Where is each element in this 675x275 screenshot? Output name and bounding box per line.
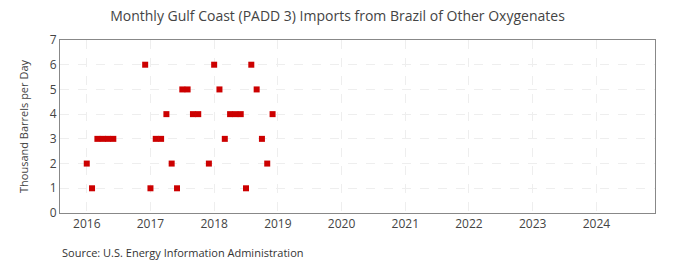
svg-text:3: 3 xyxy=(50,130,57,147)
svg-text:2021: 2021 xyxy=(392,215,419,232)
svg-text:2: 2 xyxy=(50,155,57,172)
svg-text:1: 1 xyxy=(50,179,57,196)
svg-text:2019: 2019 xyxy=(264,215,292,232)
svg-text:5: 5 xyxy=(50,81,57,98)
svg-text:Thousand Barrels per Day: Thousand Barrels per Day xyxy=(16,60,31,193)
svg-text:Monthly Gulf Coast (PADD 3) Im: Monthly Gulf Coast (PADD 3) Imports from… xyxy=(110,6,565,25)
svg-text:2017: 2017 xyxy=(137,215,165,232)
svg-text:4: 4 xyxy=(50,105,57,122)
svg-text:7: 7 xyxy=(50,31,57,48)
svg-text:2022: 2022 xyxy=(455,215,483,232)
svg-text:2024: 2024 xyxy=(583,215,611,232)
svg-text:6: 6 xyxy=(50,56,57,73)
svg-text:Source: U.S. Energy Informatio: Source: U.S. Energy Information Administ… xyxy=(62,245,304,260)
svg-text:0: 0 xyxy=(50,204,57,221)
svg-text:2023: 2023 xyxy=(519,215,547,232)
svg-text:2016: 2016 xyxy=(73,215,101,232)
svg-text:2020: 2020 xyxy=(328,215,356,232)
svg-text:2018: 2018 xyxy=(200,215,228,232)
